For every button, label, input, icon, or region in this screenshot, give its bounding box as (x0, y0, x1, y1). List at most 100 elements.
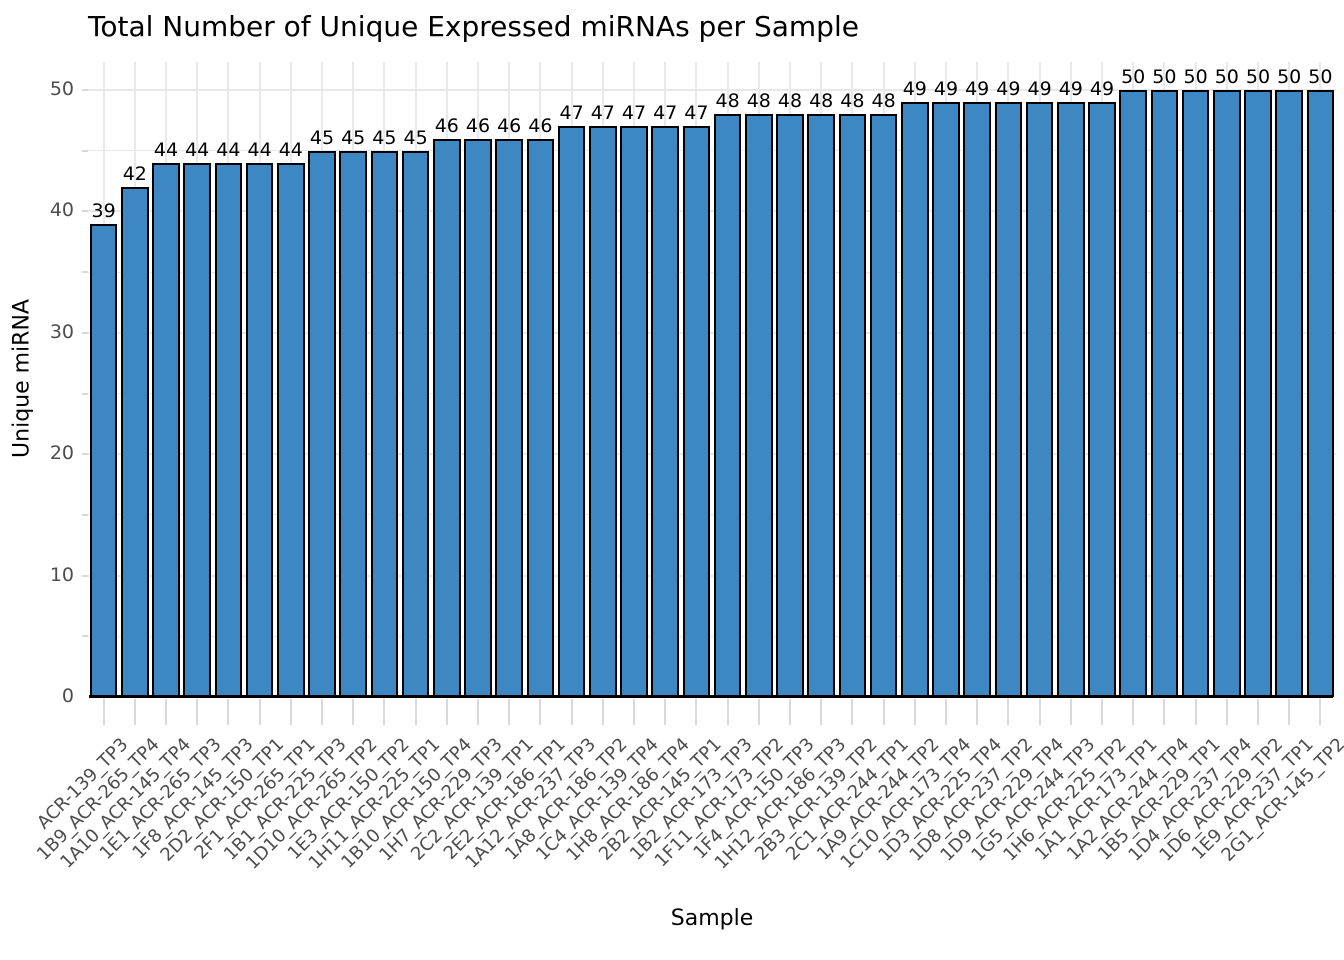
gridline-horizontal-major (88, 453, 1336, 456)
bar (1150, 90, 1179, 697)
x-tick-mark (882, 699, 885, 725)
bar (651, 126, 679, 697)
bar-value-label: 44 (247, 138, 272, 161)
bar-value-label: 44 (278, 138, 303, 161)
bar (370, 150, 399, 697)
gridline-horizontal-minor (88, 514, 1336, 516)
x-tick-mark (321, 699, 323, 725)
bar-value-label: 49 (1058, 78, 1083, 101)
y-axis-title: Unique miRNA (9, 299, 35, 458)
bar (245, 162, 274, 697)
y-tick-mark (82, 392, 88, 395)
bar (620, 126, 648, 697)
x-tick-mark (570, 699, 573, 725)
y-tick-mark (82, 210, 88, 213)
bar-value-label: 44 (216, 138, 241, 161)
x-tick-mark (945, 699, 947, 725)
y-tick-mark (82, 149, 88, 152)
x-tick-mark (726, 699, 729, 725)
bar-value-label: 47 (590, 102, 615, 125)
y-tick-label: 0 (61, 685, 74, 707)
bar (1088, 102, 1116, 697)
bar (89, 223, 118, 697)
bar-value-label: 50 (1214, 66, 1239, 88)
bar (838, 114, 867, 697)
bar-value-label: 49 (902, 78, 927, 101)
bar-value-label: 50 (1183, 66, 1208, 88)
bar-value-label: 47 (559, 102, 584, 125)
x-tick-mark (820, 699, 823, 725)
bar (745, 114, 773, 697)
gridline-horizontal-major (88, 89, 1336, 91)
y-tick-label: 20 (49, 442, 74, 465)
chart-title: Total Number of Unique Expressed miRNAs … (88, 10, 859, 43)
x-tick-mark (1007, 699, 1010, 725)
bar-value-label: 45 (403, 126, 428, 149)
x-tick-mark (539, 699, 542, 725)
x-tick-mark (789, 699, 791, 725)
gridline-horizontal-minor (88, 393, 1336, 394)
bar-value-label: 48 (715, 90, 740, 113)
y-tick-mark (82, 513, 88, 516)
bar (464, 138, 492, 697)
x-tick-mark (258, 699, 261, 725)
bar (183, 162, 211, 697)
bar-value-label: 49 (1089, 78, 1115, 101)
bar (901, 102, 929, 697)
bar (1119, 90, 1147, 697)
bar (963, 102, 991, 697)
bar (713, 114, 742, 697)
x-tick-mark (851, 699, 854, 725)
bar (994, 102, 1023, 697)
x-tick-mark (757, 699, 760, 725)
bar-value-label: 45 (309, 126, 335, 149)
y-tick-mark (82, 574, 88, 577)
bar (932, 102, 960, 697)
bar-value-label: 48 (746, 90, 771, 113)
bar (433, 138, 461, 697)
x-tick-mark (1101, 699, 1103, 725)
bar (807, 114, 835, 697)
y-tick-label: 40 (49, 199, 74, 222)
bar-value-label: 48 (871, 90, 896, 113)
bar-value-label: 39 (91, 199, 116, 222)
bar-value-label: 49 (933, 78, 959, 101)
y-tick-label: 30 (49, 320, 74, 343)
y-tick-mark (82, 635, 88, 638)
bar (495, 138, 523, 697)
bar-value-label: 49 (965, 78, 990, 101)
bar-value-label: 47 (653, 102, 678, 125)
bar-value-label: 49 (996, 78, 1021, 101)
y-tick-mark (82, 271, 88, 274)
bar (1057, 102, 1085, 697)
x-tick-mark (414, 699, 417, 725)
bar (682, 126, 711, 697)
bar (776, 114, 804, 697)
y-tick-label: 10 (49, 563, 74, 586)
bar (589, 126, 617, 697)
x-tick-mark (477, 699, 479, 725)
x-tick-mark (383, 699, 386, 725)
bar (1213, 90, 1241, 697)
bar (277, 162, 305, 697)
bar (526, 138, 555, 697)
x-tick-mark (102, 699, 105, 725)
gridline-horizontal-major (88, 574, 1336, 577)
bar-value-label: 48 (809, 90, 834, 113)
x-tick-mark (633, 699, 635, 725)
bar-value-label: 48 (777, 90, 803, 113)
bar (214, 162, 243, 697)
y-tick-mark (82, 89, 88, 91)
bar-value-label: 50 (1152, 66, 1177, 88)
x-tick-mark (352, 699, 355, 725)
bar (1306, 90, 1335, 697)
x-tick-mark (133, 699, 136, 725)
bar (308, 150, 336, 697)
bar (1244, 90, 1272, 697)
gridline-horizontal-minor (88, 150, 1336, 152)
gridline-horizontal-major (88, 210, 1336, 213)
bar-value-label: 46 (528, 114, 553, 137)
y-tick-mark (82, 453, 88, 456)
x-axis-title: Sample (670, 906, 754, 931)
